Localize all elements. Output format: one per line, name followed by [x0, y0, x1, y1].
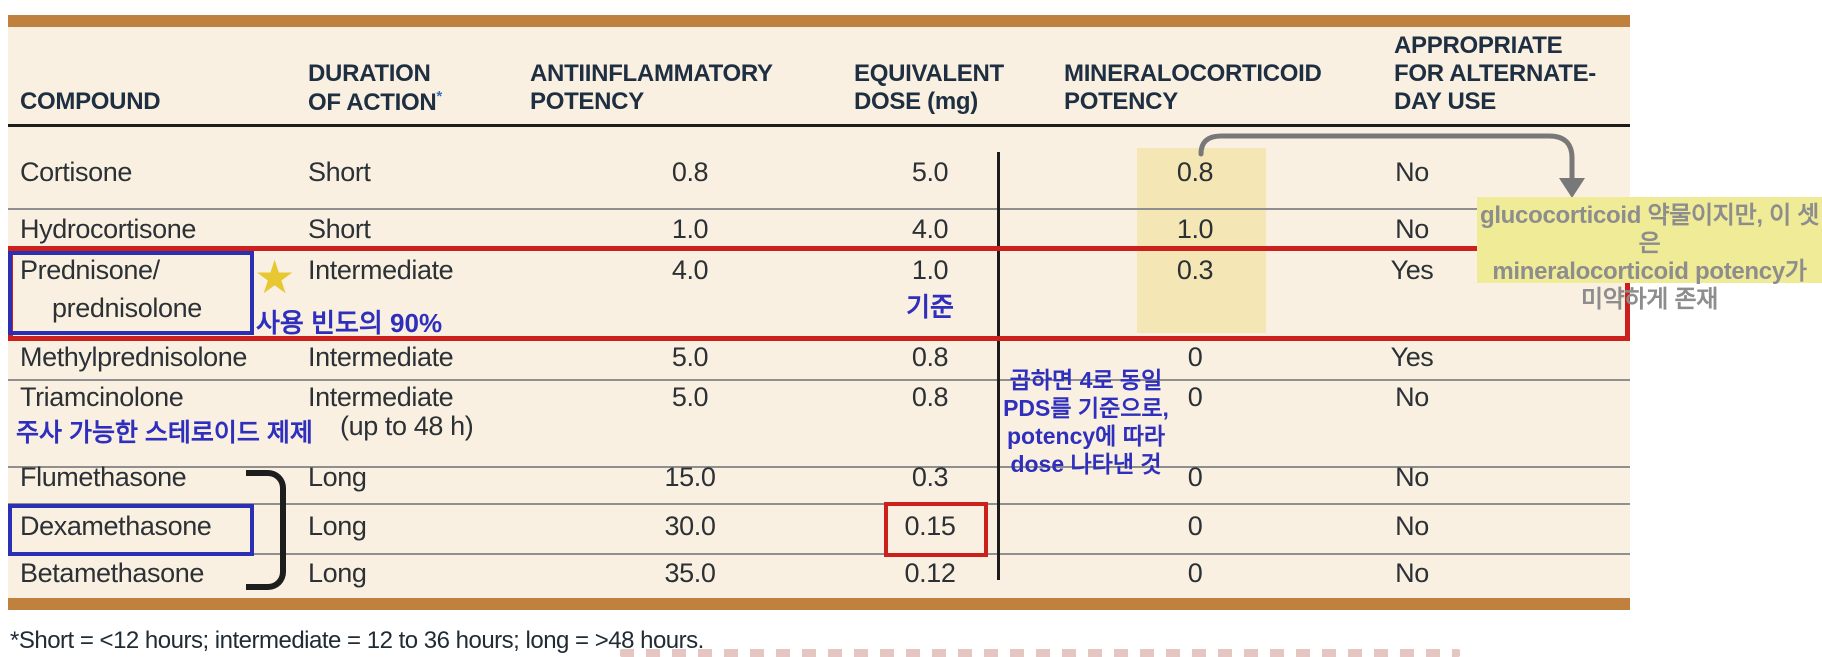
- dose-value: 5.0: [911, 157, 949, 187]
- antiinflammatory-value: 5.0: [671, 382, 709, 412]
- column-header-dose-line1: EQUIVALENT: [854, 60, 1004, 87]
- mineralo-note-line1: glucocorticoid 약물이지만, 이 셋은: [1479, 202, 1820, 257]
- alternate-day-value: Yes: [1390, 342, 1434, 372]
- compound-name: Dexamethasone: [20, 511, 212, 541]
- mineralocorticoid-value: 0: [1187, 511, 1203, 541]
- mineralocorticoid-value: 0: [1187, 382, 1203, 412]
- row-divider: [8, 503, 1630, 505]
- table-top-rule: [8, 15, 1630, 27]
- column-header-duration-line2: OF ACTION*: [308, 88, 442, 117]
- column-header-dose-line2: DOSE (mg): [854, 88, 978, 115]
- column-header-duration-text: OF ACTION: [308, 89, 437, 116]
- column-header-duration-line1: DURATION: [308, 60, 431, 87]
- row-divider: [8, 553, 1630, 555]
- mineralo-note-line3: 미약하게 존재: [1580, 286, 1719, 313]
- table-bottom-rule: [8, 598, 1630, 610]
- duration-value: Long: [308, 558, 367, 588]
- column-header-compound: COMPOUND: [20, 88, 161, 115]
- column-header-alternate-line2: FOR ALTERNATE-: [1394, 60, 1596, 87]
- duration-value-line2: (up to 48 h): [340, 411, 474, 441]
- mineralocorticoid-value: 0.3: [1176, 255, 1214, 285]
- column-header-antiinflammatory-line1: ANTIINFLAMMATORY: [530, 60, 773, 87]
- duration-value: Long: [308, 462, 367, 492]
- row-divider: [8, 379, 1630, 381]
- dose-logic-line3: potency에 따라: [1006, 423, 1166, 449]
- row-divider: [8, 466, 1630, 468]
- alternate-day-value: No: [1395, 462, 1429, 492]
- compound-name-line2: prednisolone: [52, 293, 202, 323]
- dose-logic-line1: 곱하면 4로 동일: [1009, 367, 1163, 393]
- antiinflammatory-value: 5.0: [671, 342, 709, 372]
- column-header-alternate-line3: DAY USE: [1394, 88, 1496, 115]
- column-header-mineralocorticoid-line2: POTENCY: [1064, 88, 1178, 115]
- dose-value: 1.0: [911, 255, 949, 285]
- cropped-text-remnant: [620, 649, 1460, 657]
- dose-value: 0.8: [911, 382, 949, 412]
- column-header-antiinflammatory-line2: POTENCY: [530, 88, 644, 115]
- duration-value: Intermediate: [308, 255, 454, 285]
- column-separator-line: [997, 152, 1000, 580]
- compound-name: Triamcinolone: [20, 382, 184, 412]
- antiinflammatory-value: 4.0: [671, 255, 709, 285]
- duration-value: Intermediate: [308, 342, 454, 372]
- dose-value: 0.8: [911, 342, 949, 372]
- alternate-day-value: Yes: [1390, 255, 1434, 285]
- compound-name: Flumethasone: [20, 462, 187, 492]
- alternate-day-value: No: [1395, 511, 1429, 541]
- mineralocorticoid-sticky-note: glucocorticoid 약물이지만, 이 셋은 mineralocorti…: [1477, 197, 1822, 313]
- compound-name: Prednisone/: [20, 255, 160, 285]
- antiinflammatory-value: 1.0: [671, 214, 709, 244]
- duration-value: Long: [308, 511, 367, 541]
- usage-frequency-note: 사용 빈도의 90%: [256, 308, 443, 338]
- compound-name: Hydrocortisone: [20, 214, 196, 244]
- footnote-marker: *: [436, 88, 442, 105]
- table-panel: [8, 27, 1630, 598]
- antiinflammatory-value: 35.0: [664, 558, 716, 588]
- duration-value: Intermediate: [308, 382, 454, 412]
- duration-value: Short: [308, 214, 371, 244]
- dose-logic-note: 곱하면 4로 동일 PDS를 기준으로, potency에 따라 dose 나타…: [996, 366, 1176, 478]
- injectable-steroid-note: 주사 가능한 스테로이드 제제: [16, 419, 313, 447]
- duration-value: Short: [308, 157, 371, 187]
- dose-logic-line2: PDS를 기준으로,: [1003, 395, 1169, 421]
- alternate-day-value: No: [1395, 214, 1429, 244]
- mineralocorticoid-value: 1.0: [1176, 214, 1214, 244]
- antiinflammatory-value: 0.8: [671, 157, 709, 187]
- alternate-day-value: No: [1395, 157, 1429, 187]
- antiinflammatory-value: 15.0: [664, 462, 716, 492]
- star-icon: ★: [254, 251, 296, 303]
- compound-name: Betamethasone: [20, 558, 204, 588]
- dose-value: 0.12: [904, 558, 956, 588]
- dose-value: 4.0: [911, 214, 949, 244]
- antiinflammatory-value: 30.0: [664, 511, 716, 541]
- mineralocorticoid-value: 0.8: [1176, 157, 1214, 187]
- prednisone-name-box: [8, 251, 254, 335]
- dexamethasone-name-box: [8, 504, 254, 556]
- mineralocorticoid-value: 0: [1187, 342, 1203, 372]
- column-header-alternate-line1: APPROPRIATE: [1394, 32, 1563, 59]
- mineralo-note-line2: mineralocorticoid potency가: [1492, 258, 1807, 285]
- compound-name: Methylprednisolone: [20, 342, 247, 372]
- column-header-mineralocorticoid-line1: MINERALOCORTICOID: [1064, 60, 1322, 87]
- dose-value: 0.3: [911, 462, 949, 492]
- dexamethasone-dose-box: [884, 502, 988, 557]
- alternate-day-value: No: [1395, 558, 1429, 588]
- compound-name: Cortisone: [20, 157, 132, 187]
- alternate-day-value: No: [1395, 382, 1429, 412]
- dose-logic-line4: dose 나타낸 것: [1010, 451, 1162, 477]
- mineralocorticoid-value: 0: [1187, 462, 1203, 492]
- dose-value: 0.15: [904, 511, 956, 541]
- table-footnote: *Short = <12 hours; intermediate = 12 to…: [10, 627, 704, 654]
- long-acting-bracket: [246, 470, 286, 590]
- reference-dose-note: 기준: [906, 292, 954, 322]
- mineralocorticoid-value: 0: [1187, 558, 1203, 588]
- row-divider: [8, 208, 1630, 210]
- header-underline: [8, 124, 1630, 127]
